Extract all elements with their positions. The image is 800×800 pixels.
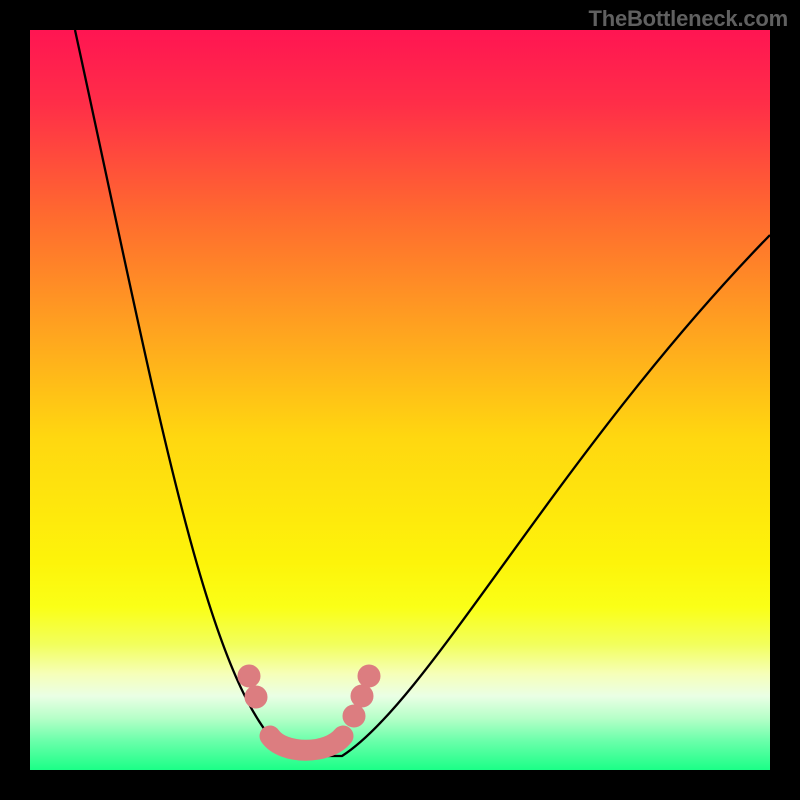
- marker-dot: [359, 666, 379, 686]
- watermark-text: TheBottleneck.com: [588, 6, 788, 32]
- bottleneck-chart: [0, 0, 800, 800]
- gradient-background: [30, 30, 770, 770]
- marker-dot: [239, 666, 259, 686]
- marker-dot: [344, 706, 364, 726]
- marker-dot: [246, 687, 266, 707]
- marker-dot: [352, 686, 372, 706]
- chart-frame: TheBottleneck.com: [0, 0, 800, 800]
